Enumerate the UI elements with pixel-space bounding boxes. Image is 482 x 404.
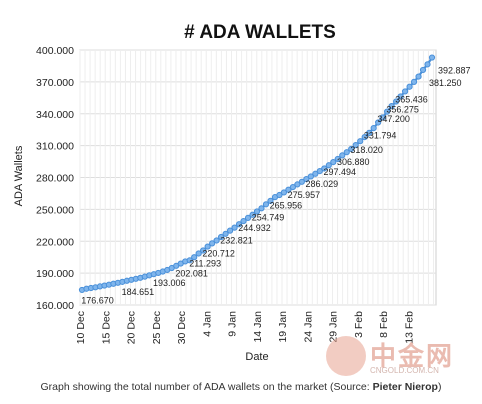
caption-close: ) [438,381,442,393]
caption-text: Graph showing the total number of ADA wa… [41,381,373,393]
y-tick-label: 220.000 [36,236,74,248]
y-tick-label: 400.000 [36,45,74,57]
caption-source: Pieter Nierop [373,381,438,393]
watermark-url: CNGOLD.COM.CN [370,366,439,375]
y-tick-label: 160.000 [36,300,74,312]
x-tick-label: 25 Dec [151,311,163,344]
x-tick-label: 14 Jan [252,311,264,343]
data-label: 220.712 [202,248,235,258]
y-tick-label: 280.000 [36,173,74,185]
data-label: 232.821 [220,236,253,246]
data-label: 318.020 [350,145,383,155]
data-label: 176.670 [81,295,114,305]
y-tick-label: 190.000 [36,268,74,280]
data-point [411,79,416,84]
data-point [416,74,421,79]
data-labels: 176.670 184.651193.006202.081211.293220.7… [81,66,470,306]
data-label: 286.029 [306,179,339,189]
data-point [420,67,425,72]
x-tick-label: 20 Dec [126,311,138,344]
y-axis-title: ADA Wallets [13,145,25,206]
x-tick-label: 30 Dec [176,311,188,344]
grid [80,50,436,305]
x-tick-label: 19 Jan [277,311,289,343]
data-label: 392.887 [438,66,471,76]
data-label: 254.749 [252,212,285,222]
watermark: 中金网 CNGOLD.COM.CN [326,334,466,378]
watermark-logo-icon [326,336,366,376]
data-label: 202.081 [175,268,208,278]
x-tick-label: 15 Dec [100,311,112,344]
data-label: 193.006 [153,278,186,288]
x-tick-label: 24 Jan [302,311,314,343]
y-tick-label: 310.000 [36,141,74,153]
data-label: 244.932 [238,223,271,233]
ada-wallets-chart: # ADA WALLETS 160.000 190.000 220.000 250.0… [0,0,482,378]
data-point [263,202,268,207]
data-label: 184.651 [122,287,155,297]
y-tick-label: 250.000 [36,204,74,216]
x-axis-title: Date [245,351,268,363]
data-label: 356.275 [386,104,419,114]
chart-title: # ADA WALLETS [184,22,336,43]
data-label: 347.200 [377,114,410,124]
data-label: 381.250 [429,78,462,88]
y-axis-ticks: 160.000 190.000 220.000 250.000 280.000 310.0… [36,45,74,312]
data-point [259,206,264,211]
data-label: 306.880 [337,157,370,167]
x-tick-label: 9 Jan [227,311,239,337]
x-tick-label: 10 Dec [75,311,87,344]
data-label: 211.293 [189,259,221,269]
data-point [402,89,407,94]
data-point [407,84,412,89]
data-point [429,55,434,60]
y-tick-label: 370.000 [36,77,74,89]
data-point [214,238,219,243]
chart-caption: Graph showing the total number of ADA wa… [0,381,482,393]
y-tick-label: 340.000 [36,109,74,121]
data-label: 265.956 [270,200,303,210]
data-label: 331.794 [364,130,397,140]
data-point [425,62,430,67]
data-label: 365.436 [395,95,428,105]
data-label: 275.957 [288,190,321,200]
data-label: 297.494 [323,167,356,177]
data-point [358,139,363,144]
x-tick-label: 4 Jan [201,311,213,337]
